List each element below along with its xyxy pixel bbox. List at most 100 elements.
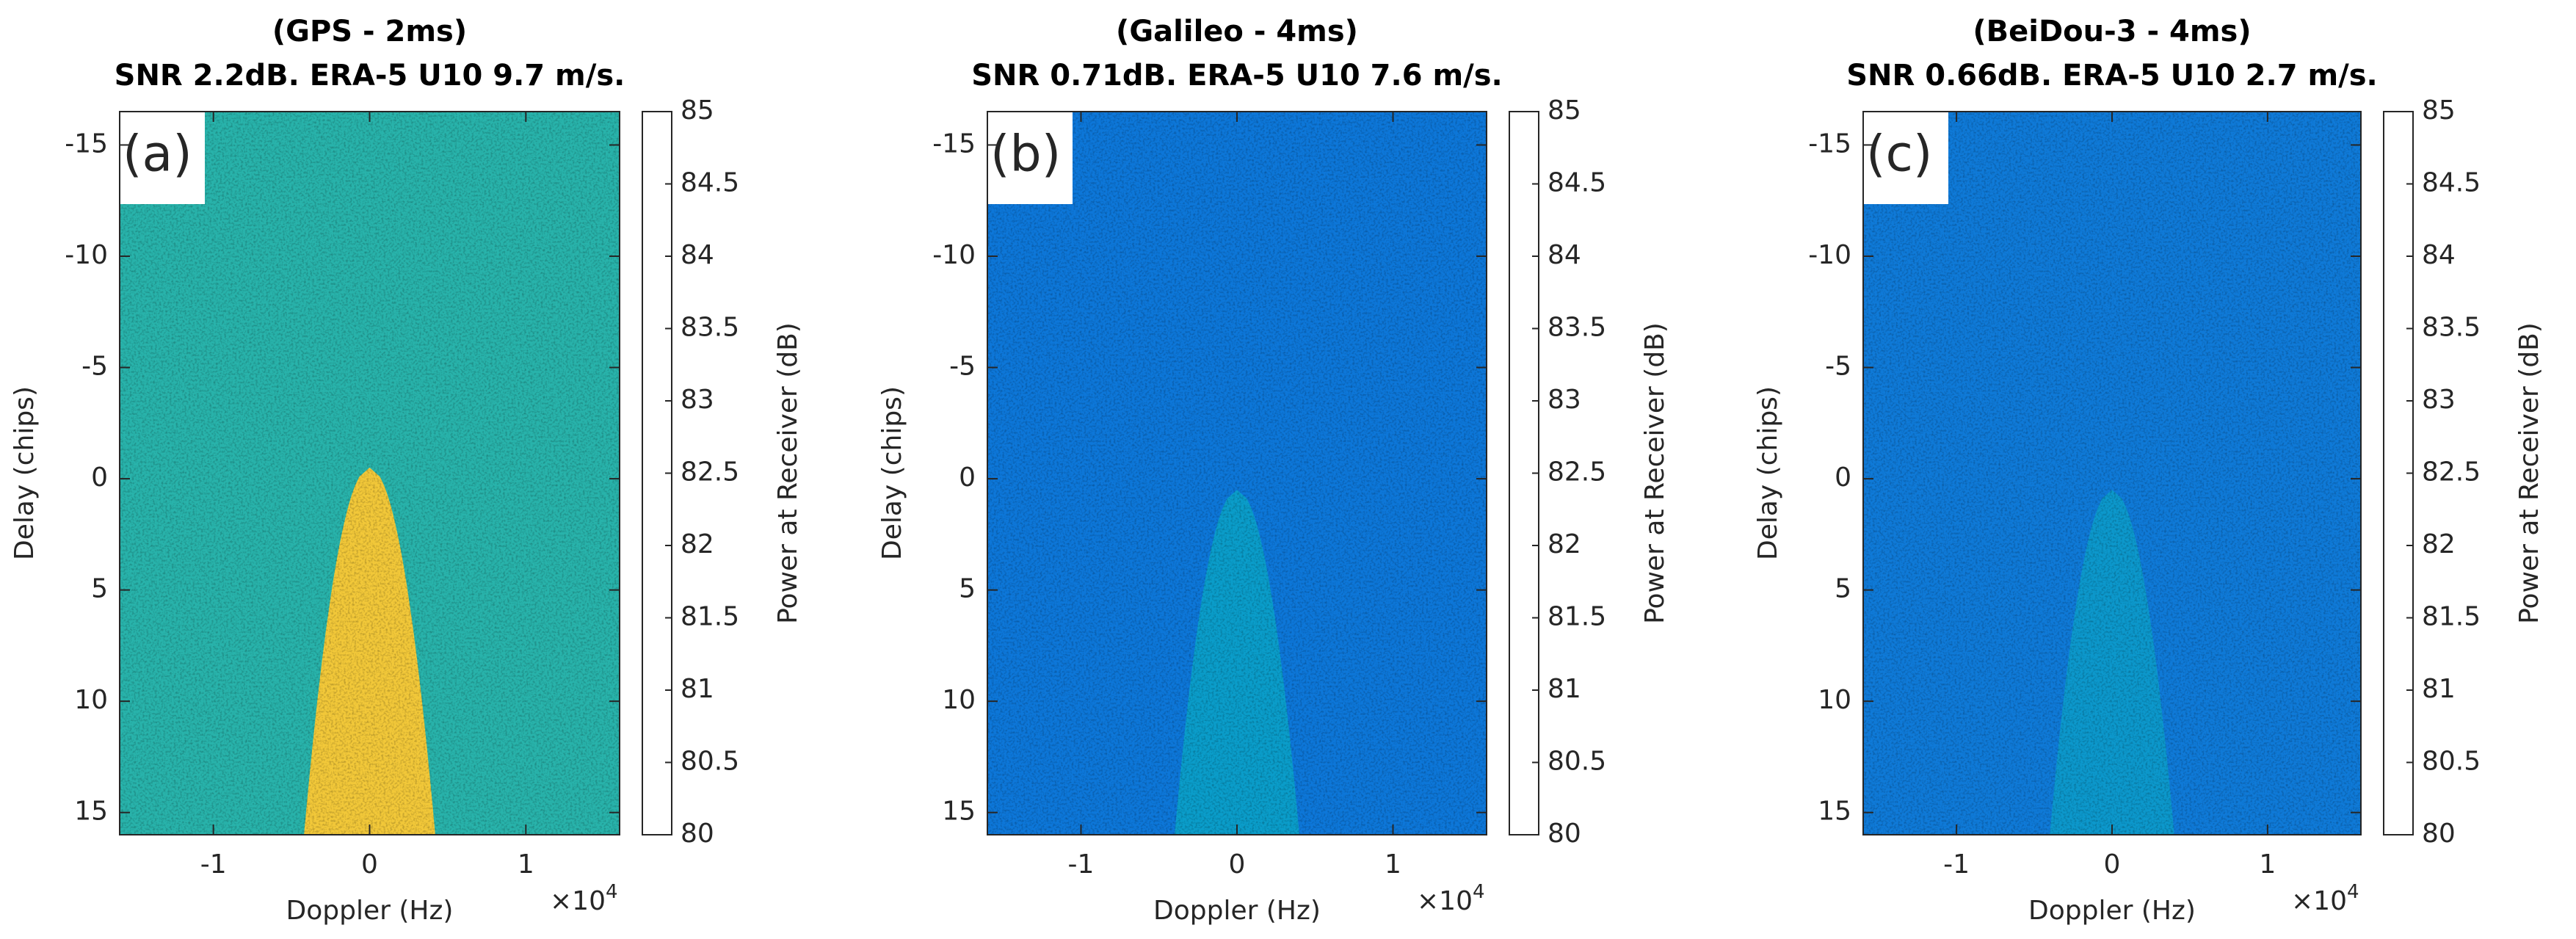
x-tick-label: 0 [2104,849,2121,880]
colorbar-tick-label: 82.5 [1548,457,1606,487]
colorbar-tick-label: 80 [681,819,714,849]
x-multiplier-base: ×10 [1417,886,1473,916]
colorbar-tick-label: 84.5 [1548,168,1606,198]
y-tick-label: 15 [1818,797,1851,827]
x-multiplier-exponent: 4 [606,881,618,903]
x-tick-label: 0 [361,849,378,880]
plot-area [120,112,620,835]
colorbar-tick-label: 81.5 [2422,602,2481,632]
colorbar-tick-label: 82.5 [2422,457,2481,487]
colorbar-tick-label: 85 [681,95,714,126]
x-axis-label: Doppler (Hz) [2028,896,2196,926]
colorbar-tick-label: 82.5 [681,457,739,487]
y-tick-label: -15 [65,128,108,159]
colorbar-tick-label: 83.5 [2422,313,2481,343]
noise-texture [987,112,1487,835]
colorbar-tick-label: 85 [2422,95,2456,126]
y-tick-label: -10 [65,240,108,270]
colorbar-label: Power at Receiver (dB) [2514,322,2544,624]
x-tick-label: 1 [2259,849,2276,880]
colorbar-tick-label: 83 [681,385,714,415]
colorbar-tick-label: 85 [1548,95,1581,126]
colorbar-tick-label: 80.5 [2422,747,2481,777]
y-tick-label: 10 [1818,685,1851,715]
x-axis-label: Doppler (Hz) [1153,896,1321,926]
colorbar-tick-label: 83.5 [681,313,739,343]
x-tick-label: 1 [1385,849,1401,880]
chart-title: SNR 0.71dB. ERA-5 U10 7.6 m/s. [971,59,1503,93]
y-tick-label: -5 [949,352,976,382]
x-multiplier-exponent: 4 [2347,881,2359,903]
colorbar-tick-label: 80 [2422,819,2456,849]
colorbar-tick-label: 84 [2422,240,2456,270]
chart-title: SNR 2.2dB. ERA-5 U10 9.7 m/s. [115,59,625,93]
colorbar-tick-label: 84 [681,240,714,270]
x-axis-label: Doppler (Hz) [286,896,454,926]
noise-texture [1863,112,2361,835]
x-multiplier: ×104 [2291,881,2359,917]
colorbar-tick-label: 81.5 [1548,602,1606,632]
x-multiplier: ×104 [1417,881,1485,917]
colorbar-tick-label: 84.5 [2422,168,2481,198]
x-tick-label: 1 [518,849,534,880]
chart-title: (BeiDou-3 - 4ms) [1973,15,2251,48]
colorbar-tick-label: 83 [2422,385,2456,415]
x-tick-label: -1 [1068,849,1095,880]
y-tick-label: 5 [1835,574,1851,604]
y-axis-label: Delay (chips) [10,386,40,560]
colorbar-tick-label: 81 [681,674,714,704]
chart-title: (GPS - 2ms) [272,15,467,48]
y-tick-label: 15 [942,797,976,827]
x-multiplier-base: ×10 [550,886,606,916]
colorbar-tick-label: 82 [681,529,714,559]
x-multiplier-base: ×10 [2291,886,2347,916]
colorbar-tick-label: 81.5 [681,602,739,632]
x-tick-label: 0 [1229,849,1246,880]
y-tick-label: 10 [942,685,976,715]
y-tick-label: 0 [1835,463,1851,493]
chart-title: SNR 0.66dB. ERA-5 U10 2.7 m/s. [1846,59,2378,93]
panel-label: (a) [123,126,192,184]
y-tick-label: -10 [932,240,976,270]
x-multiplier: ×104 [550,881,618,917]
colorbar-tick-label: 82 [2422,529,2456,559]
y-tick-label: 0 [91,463,108,493]
colorbar-tick-label: 83.5 [1548,313,1606,343]
y-tick-label: 10 [74,685,108,715]
colorbar-tick-label: 80.5 [1548,747,1606,777]
colorbar-tick-label: 83 [1548,385,1581,415]
chart-title: (Galileo - 4ms) [1116,15,1358,48]
y-tick-label: 5 [91,574,108,604]
panel-label: (b) [990,126,1061,184]
panel-label-box [987,112,1073,204]
y-tick-label: -15 [1808,128,1851,159]
y-tick-label: 5 [959,574,976,604]
colorbar-tick-label: 81 [2422,674,2456,704]
x-tick-label: -1 [1943,849,1970,880]
colorbar-tick-label: 84 [1548,240,1581,270]
colorbar-tick-label: 81 [1548,674,1581,704]
panel-label-box [1863,112,1948,204]
y-axis-label: Delay (chips) [877,386,907,560]
colorbar-label: Power at Receiver (dB) [1640,322,1670,624]
y-tick-label: -15 [932,128,976,159]
colorbar-tick-label: 82 [1548,529,1581,559]
colorbar-tick-label: 84.5 [681,168,739,198]
x-tick-label: -1 [200,849,227,880]
colorbar-tick-label: 80 [1548,819,1581,849]
panel-label: (c) [1866,126,1932,184]
y-axis-label: Delay (chips) [1753,386,1783,560]
plot-area [1863,112,2361,835]
noise-texture [120,112,620,835]
y-tick-label: -10 [1808,240,1851,270]
colorbar-label: Power at Receiver (dB) [773,322,803,624]
colorbar-tick-label: 80.5 [681,747,739,777]
y-tick-label: 15 [74,797,108,827]
y-tick-label: -5 [1825,352,1851,382]
y-tick-label: -5 [81,352,108,382]
x-multiplier-exponent: 4 [1473,881,1485,903]
plot-area [987,112,1487,835]
y-tick-label: 0 [959,463,976,493]
